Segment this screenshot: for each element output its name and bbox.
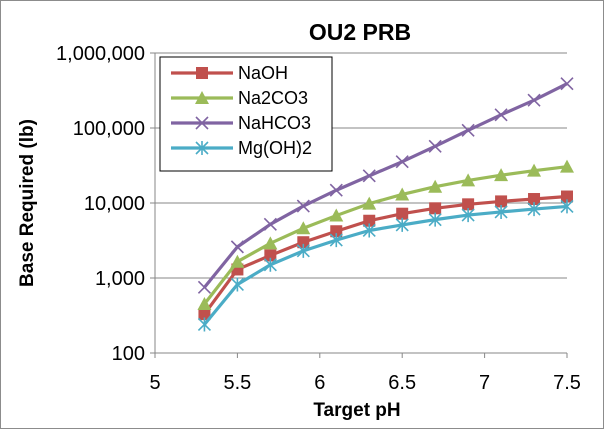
data-point: [264, 249, 277, 262]
series-layer: [197, 77, 574, 332]
data-point: [329, 208, 344, 222]
x-tick-label: 7.5: [553, 372, 581, 394]
data-point: [296, 243, 310, 258]
legend-item: Mg(OH)2: [171, 138, 312, 158]
data-point: [230, 277, 244, 292]
data-point: [560, 159, 574, 173]
legend-label: NaHCO3: [238, 113, 311, 133]
y-tick-labels: 100 1,000 10,000 100,000 1,000,000: [56, 43, 145, 365]
data-point: [527, 202, 541, 217]
data-point: [428, 139, 442, 153]
legend-item: NaOH: [171, 63, 288, 83]
y-tick-label: 1,000,000: [56, 43, 145, 65]
data-point: [195, 91, 209, 104]
data-point: [395, 187, 410, 201]
x-tick-label: 6: [314, 372, 325, 394]
data-point: [195, 116, 209, 130]
x-axis-title: Target pH: [313, 400, 400, 421]
data-point: [297, 236, 310, 249]
x-tick-label: 7: [479, 372, 490, 394]
series-line: [203, 82, 568, 289]
data-point: [428, 212, 442, 227]
data-point: [197, 297, 212, 311]
data-point: [461, 123, 475, 137]
data-point: [197, 280, 212, 294]
data-point: [230, 240, 244, 254]
data-point: [198, 308, 211, 321]
series-line: [203, 165, 568, 305]
data-point: [330, 225, 343, 238]
data-point: [329, 183, 343, 197]
data-point: [195, 141, 209, 155]
series-line: [203, 194, 568, 316]
data-point: [196, 67, 208, 79]
data-point: [329, 233, 343, 248]
data-point: [296, 199, 310, 213]
data-point: [263, 236, 278, 250]
data-point: [462, 198, 475, 211]
data-point: [528, 193, 541, 206]
series-na2co3: [197, 159, 574, 311]
axes: [154, 53, 568, 358]
data-point: [461, 208, 475, 223]
data-point: [495, 195, 508, 208]
data-point: [560, 199, 574, 214]
data-point: [561, 190, 573, 203]
legend-label: NaOH: [238, 63, 288, 83]
data-point: [363, 214, 376, 227]
y-axis-title: Base Required (lb): [17, 119, 38, 287]
data-point: [362, 196, 377, 210]
series-mg-oh-2: [197, 199, 574, 332]
data-point: [461, 173, 476, 187]
data-point: [362, 169, 376, 183]
legend-item: NaHCO3: [171, 113, 311, 133]
data-point: [494, 108, 508, 122]
data-point: [395, 217, 409, 232]
x-tick-label: 6.5: [388, 372, 416, 394]
series-line: [203, 204, 568, 326]
data-point: [494, 168, 509, 182]
data-point: [296, 221, 311, 235]
y-tick-label: 1,000: [95, 268, 145, 290]
series-naoh: [198, 190, 573, 321]
data-point: [494, 204, 508, 219]
data-point: [396, 207, 409, 220]
x-tick-labels: 5 5.5 6 6.5 7 7.5: [149, 372, 580, 394]
data-point: [560, 77, 574, 91]
data-point: [428, 179, 443, 193]
legend-item: Na2CO3: [171, 88, 308, 108]
data-point: [395, 155, 409, 169]
data-point: [263, 217, 277, 231]
legend-label: Na2CO3: [238, 88, 308, 108]
x-tick-label: 5: [149, 372, 160, 394]
data-point: [197, 317, 212, 332]
data-point: [263, 257, 277, 272]
chart-title: OU2 PRB: [309, 19, 411, 45]
legend: NaOH Na2CO3 NaHCO3 Mg(OH)2: [159, 56, 333, 172]
x-tick-label: 5.5: [223, 372, 251, 394]
series-nahco3: [197, 77, 574, 294]
y-tick-label: 100: [112, 343, 145, 365]
legend-box: [159, 56, 333, 172]
data-point: [362, 223, 376, 238]
data-point: [527, 93, 541, 107]
data-point: [429, 202, 442, 215]
y-tick-label: 100,000: [73, 118, 145, 140]
y-tick-label: 10,000: [84, 193, 145, 215]
legend-label: Mg(OH)2: [238, 138, 312, 158]
data-point: [230, 254, 245, 268]
data-point: [527, 163, 542, 177]
